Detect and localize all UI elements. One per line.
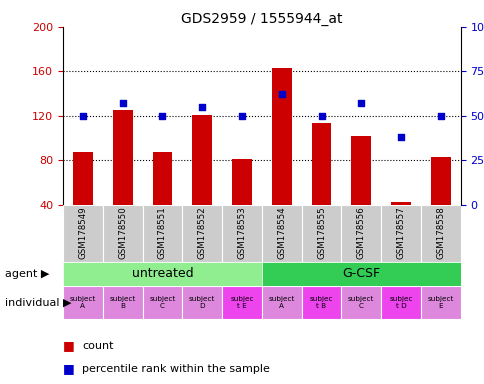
Text: GSM178550: GSM178550 <box>118 206 127 259</box>
Point <box>79 113 87 119</box>
Text: subjec
t B: subjec t B <box>309 296 333 309</box>
Text: GSM178549: GSM178549 <box>78 206 87 259</box>
Bar <box>142 205 182 262</box>
Bar <box>271 68 291 205</box>
Text: subject
A: subject A <box>70 296 96 309</box>
Point <box>317 113 325 119</box>
Point <box>158 113 166 119</box>
Title: GDS2959 / 1555944_at: GDS2959 / 1555944_at <box>181 12 342 26</box>
Bar <box>231 159 252 205</box>
Bar <box>311 124 331 205</box>
Text: G-CSF: G-CSF <box>342 267 379 280</box>
Point <box>198 104 206 110</box>
Text: subjec
t E: subjec t E <box>230 296 253 309</box>
Text: GSM178553: GSM178553 <box>237 206 246 259</box>
Point <box>396 134 404 140</box>
Point <box>238 113 245 119</box>
Bar <box>73 152 93 205</box>
Bar <box>152 152 172 205</box>
Text: GSM178551: GSM178551 <box>158 206 166 259</box>
Bar <box>103 286 142 319</box>
Text: percentile rank within the sample: percentile rank within the sample <box>82 364 270 374</box>
Bar <box>420 286 460 319</box>
Bar <box>390 202 410 205</box>
Text: GSM178555: GSM178555 <box>317 206 325 259</box>
Bar <box>222 205 261 262</box>
Bar <box>341 286 380 319</box>
Text: GSM178554: GSM178554 <box>277 206 286 259</box>
Text: individual ▶: individual ▶ <box>5 297 71 307</box>
Point <box>277 91 285 98</box>
Text: subject
B: subject B <box>109 296 136 309</box>
Bar <box>142 286 182 319</box>
Bar <box>222 286 261 319</box>
Text: agent ▶: agent ▶ <box>5 269 49 279</box>
Bar <box>301 286 341 319</box>
Bar <box>192 114 212 205</box>
Point <box>357 100 364 106</box>
Bar <box>261 205 301 262</box>
Point <box>119 100 126 106</box>
Text: subject
A: subject A <box>268 296 294 309</box>
Point <box>436 113 444 119</box>
Bar <box>261 286 301 319</box>
Text: subject
C: subject C <box>149 296 175 309</box>
Text: ■: ■ <box>63 362 78 375</box>
Text: GSM178556: GSM178556 <box>356 206 365 259</box>
Bar <box>182 205 222 262</box>
Bar <box>63 286 103 319</box>
Bar <box>63 262 261 286</box>
Text: GSM178557: GSM178557 <box>396 206 405 259</box>
Bar <box>301 205 341 262</box>
Bar <box>182 286 222 319</box>
Text: subject
C: subject C <box>348 296 374 309</box>
Bar <box>103 205 142 262</box>
Bar <box>350 136 371 205</box>
Bar <box>430 157 450 205</box>
Bar <box>380 286 420 319</box>
Text: subject
D: subject D <box>189 296 215 309</box>
Bar <box>420 205 460 262</box>
Text: GSM178552: GSM178552 <box>197 206 206 259</box>
Text: count: count <box>82 341 114 351</box>
Text: subjec
t D: subjec t D <box>389 296 412 309</box>
Bar <box>261 262 460 286</box>
Text: subject
E: subject E <box>427 296 453 309</box>
Text: GSM178558: GSM178558 <box>436 206 444 259</box>
Bar <box>380 205 420 262</box>
Text: ■: ■ <box>63 339 78 352</box>
Bar <box>112 110 133 205</box>
Text: untreated: untreated <box>131 267 193 280</box>
Bar <box>63 205 103 262</box>
Bar <box>341 205 380 262</box>
